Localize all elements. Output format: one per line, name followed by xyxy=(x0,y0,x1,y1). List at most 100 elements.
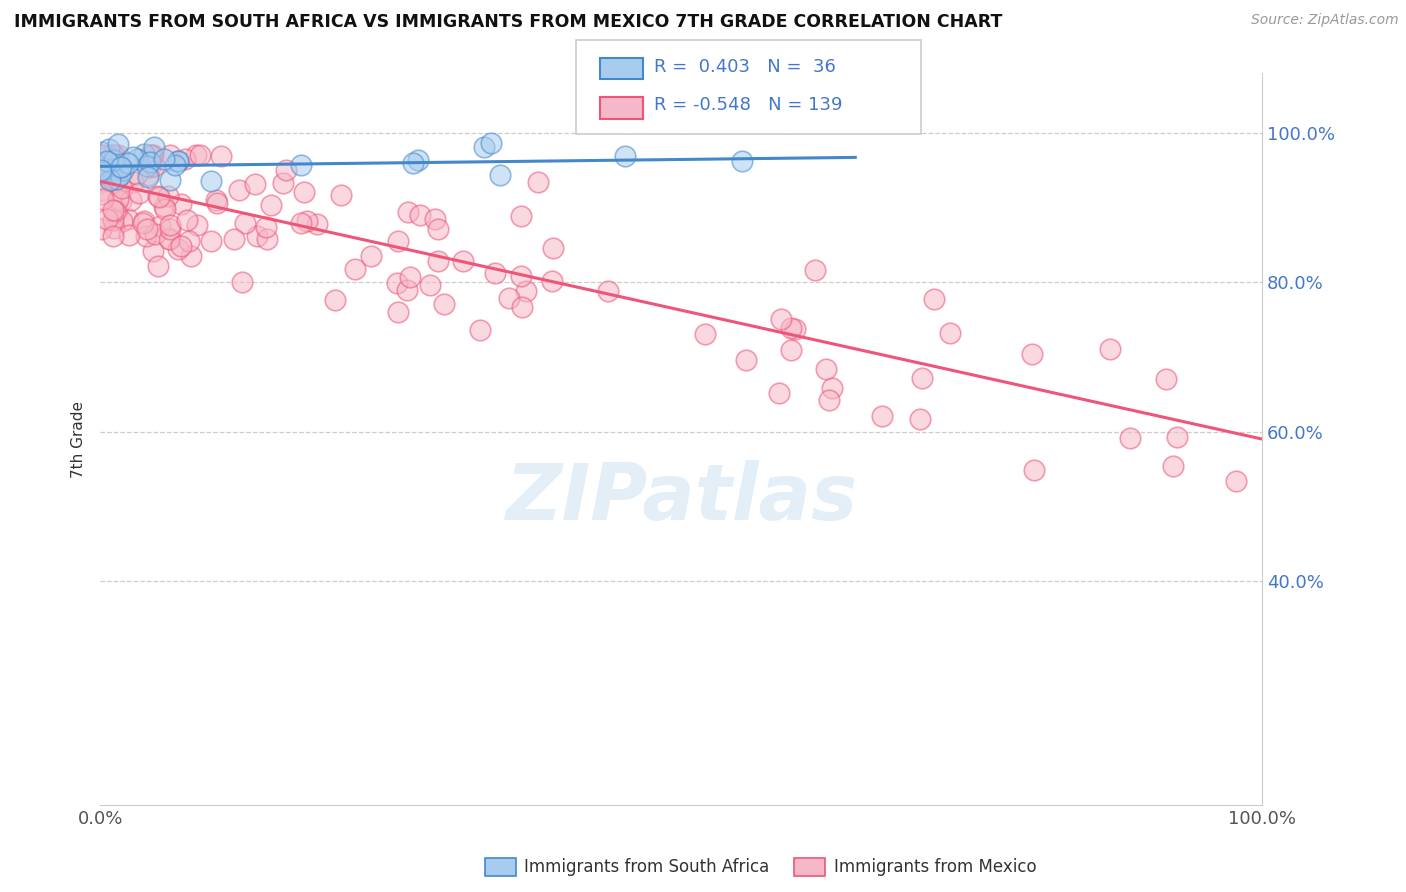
Point xyxy=(731,154,754,169)
Point xyxy=(127,153,149,167)
Point xyxy=(125,168,148,182)
Point xyxy=(107,192,129,206)
Point xyxy=(260,198,283,212)
Point xyxy=(541,241,564,255)
Point xyxy=(105,172,128,186)
Point xyxy=(169,239,191,253)
Point xyxy=(1022,463,1045,477)
Point xyxy=(200,174,222,188)
Point xyxy=(103,220,125,235)
Point xyxy=(135,228,157,243)
Point xyxy=(148,190,170,204)
Point xyxy=(117,211,139,226)
Point xyxy=(167,242,190,256)
Point xyxy=(489,168,512,182)
Point xyxy=(142,148,165,162)
Point xyxy=(176,213,198,227)
Point xyxy=(167,154,190,169)
Point xyxy=(205,196,228,211)
Point xyxy=(231,275,253,289)
Point xyxy=(290,217,312,231)
Point xyxy=(165,158,187,172)
Point xyxy=(271,176,294,190)
Point xyxy=(110,194,132,209)
Point xyxy=(96,154,118,169)
Point xyxy=(98,142,121,156)
Point xyxy=(922,292,945,306)
Point xyxy=(360,249,382,263)
Point xyxy=(186,219,208,233)
Point xyxy=(695,327,717,342)
Text: Source: ZipAtlas.com: Source: ZipAtlas.com xyxy=(1251,13,1399,28)
Point xyxy=(541,274,564,288)
Point xyxy=(103,202,125,217)
Point xyxy=(209,149,232,163)
Point xyxy=(90,162,112,177)
Point xyxy=(910,412,932,426)
Point xyxy=(159,232,181,246)
Point xyxy=(245,177,267,191)
Point xyxy=(90,170,112,185)
Point xyxy=(768,385,790,400)
Point xyxy=(94,158,117,172)
Point xyxy=(527,175,550,189)
Point xyxy=(180,249,202,263)
Point xyxy=(510,301,533,315)
Point xyxy=(484,266,506,280)
Point xyxy=(509,268,531,283)
Point xyxy=(110,169,132,183)
Point xyxy=(735,352,758,367)
Point xyxy=(821,381,844,395)
Point xyxy=(107,137,129,152)
Point xyxy=(93,148,115,162)
Point xyxy=(117,156,139,170)
Point xyxy=(1161,458,1184,473)
Point xyxy=(451,254,474,268)
Point xyxy=(818,392,841,407)
Point xyxy=(498,291,520,305)
Point xyxy=(769,311,792,326)
Point xyxy=(107,148,129,162)
Point xyxy=(142,140,165,154)
Point xyxy=(779,343,801,357)
Point xyxy=(96,212,118,227)
Point xyxy=(427,253,450,268)
Point xyxy=(149,219,172,234)
Point xyxy=(108,178,131,193)
Point xyxy=(159,218,181,232)
Point xyxy=(117,228,139,243)
Point xyxy=(1154,372,1177,386)
Point xyxy=(1166,430,1188,444)
Point xyxy=(409,208,432,222)
Point xyxy=(146,260,169,274)
Text: Immigrants from South Africa: Immigrants from South Africa xyxy=(524,858,769,876)
Point xyxy=(90,186,112,201)
Point xyxy=(785,322,807,336)
Point xyxy=(177,234,200,248)
Point xyxy=(139,160,162,174)
Point xyxy=(105,202,128,217)
Point xyxy=(122,175,145,189)
Point xyxy=(779,321,801,335)
Point xyxy=(174,152,197,166)
Point xyxy=(433,297,456,311)
Point xyxy=(613,149,636,163)
Point xyxy=(939,326,962,340)
Point xyxy=(155,202,177,216)
Point xyxy=(101,173,124,187)
Point xyxy=(330,188,353,202)
Point xyxy=(142,244,165,259)
Point xyxy=(91,164,114,178)
Point xyxy=(167,154,190,169)
Point xyxy=(90,221,112,235)
Point xyxy=(295,214,318,228)
Point xyxy=(205,193,228,207)
Point xyxy=(153,199,176,213)
Point xyxy=(419,277,441,292)
Point xyxy=(399,269,422,284)
Point xyxy=(143,159,166,173)
Point xyxy=(804,262,827,277)
Point xyxy=(1225,474,1247,488)
Point xyxy=(596,284,619,298)
Point xyxy=(254,219,277,234)
